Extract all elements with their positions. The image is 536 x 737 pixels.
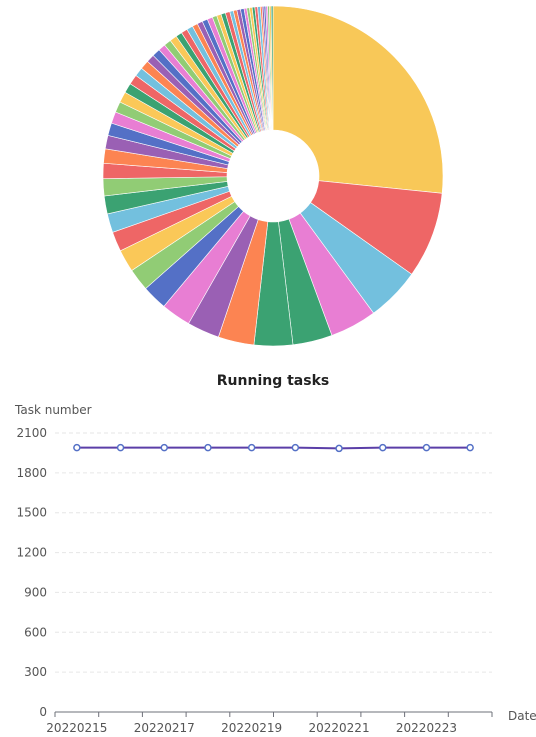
- y-tick-label: 1800: [16, 466, 47, 480]
- data-point: [291, 443, 300, 452]
- data-point: [160, 443, 168, 452]
- data-point: [335, 444, 343, 453]
- y-tick-label: 0: [39, 705, 47, 719]
- y-tick-label: 1500: [16, 506, 47, 520]
- x-axis-label: Date: [508, 709, 536, 723]
- grid: [55, 432, 492, 673]
- pie-slice: [272, 5, 444, 194]
- x-tick-label: 20220215: [46, 721, 107, 735]
- y-axis-label: Task number: [14, 403, 92, 417]
- x-tick-label: 20220223: [396, 721, 457, 735]
- chart-title: Running tasks: [217, 373, 329, 389]
- data-point: [116, 443, 125, 452]
- y-tick-label: 2100: [16, 426, 47, 440]
- data-point: [247, 443, 256, 452]
- data-point: [422, 443, 431, 452]
- data-point: [466, 443, 474, 452]
- x-tick-label: 20220217: [134, 721, 195, 735]
- data-point: [379, 443, 387, 452]
- x-tick-label: 20220219: [221, 721, 282, 735]
- pie-slice: [270, 5, 274, 131]
- donut-chart: [102, 5, 444, 347]
- data-point: [73, 443, 81, 452]
- line-chart: Running tasks Task number Date 0 300 600 90…: [14, 373, 536, 735]
- y-tick-label: 900: [24, 585, 47, 599]
- y-tick-label: 1200: [16, 546, 47, 560]
- y-tick-label: 300: [24, 665, 47, 679]
- series: [73, 443, 474, 453]
- series-line: [76, 446, 471, 450]
- ticks: 0 300 600 900 1200 1500 1800 2100 20220215 202202…: [16, 426, 493, 735]
- y-tick-label: 600: [24, 625, 47, 639]
- data-point: [204, 443, 212, 452]
- x-tick-label: 20220221: [309, 721, 370, 735]
